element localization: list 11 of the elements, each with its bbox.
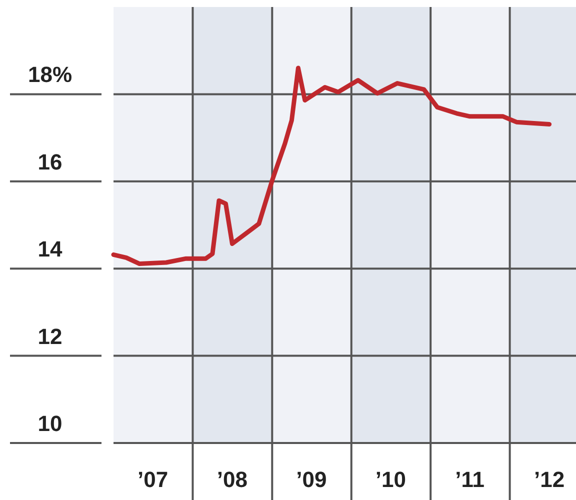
y-tick-label: 14: [38, 236, 63, 262]
x-tick-label: ’11: [455, 467, 485, 492]
x-tick-label: ’12: [534, 467, 565, 492]
y-tick-label: 18%: [28, 62, 72, 88]
x-tick-label: ’07: [137, 467, 168, 492]
x-tick-label: ’09: [296, 467, 327, 492]
y-tick-label: 16: [38, 149, 62, 174]
x-tick-label: ’10: [375, 467, 406, 492]
y-tick-label: 12: [38, 324, 62, 349]
y-tick-label: 10: [38, 411, 62, 436]
x-tick-label: ’08: [216, 467, 248, 492]
